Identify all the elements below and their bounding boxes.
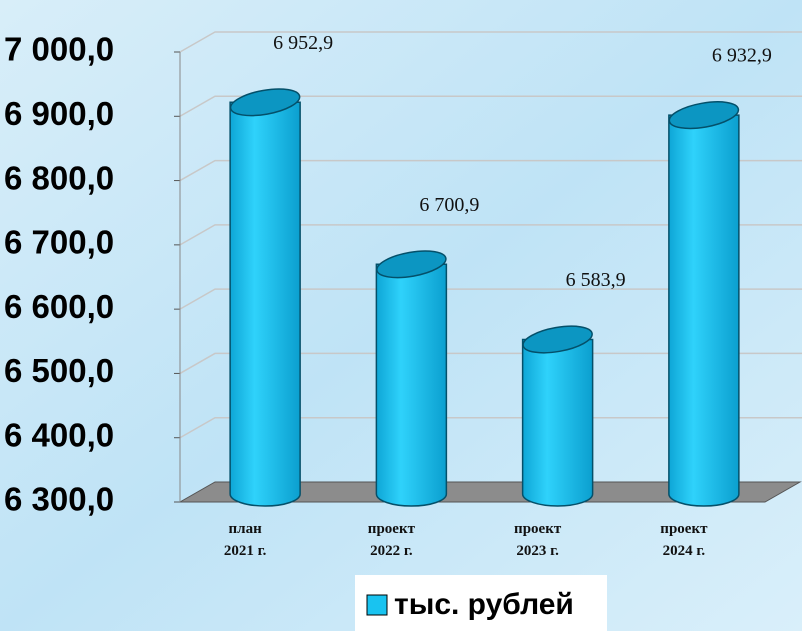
grid-line	[179, 95, 802, 117]
y-tick-label: 7 000,0	[4, 31, 114, 68]
bar-top	[376, 250, 447, 279]
y-tick-label: 6 700,0	[4, 224, 114, 261]
bar-top	[522, 325, 593, 354]
bar-top	[229, 88, 301, 117]
value-label: 6 583,9	[566, 269, 626, 291]
y-tick-label: 6 600,0	[4, 288, 114, 325]
x-tick-label: план 2021 г.	[224, 521, 267, 559]
bar-top	[668, 101, 740, 130]
bar	[668, 114, 740, 507]
grid-line	[179, 31, 802, 53]
x-tick-label: проект 2022 г.	[368, 521, 416, 559]
legend-swatch	[366, 594, 388, 616]
grid-line	[179, 352, 802, 375]
legend-box	[355, 575, 607, 631]
value-label: 6 952,9	[273, 32, 333, 54]
x-tick-label: проект 2024 г.	[660, 521, 708, 559]
value-label: 6 700,9	[419, 194, 479, 216]
grid-line	[179, 159, 802, 182]
bar	[375, 263, 448, 507]
bar	[521, 338, 594, 507]
value-label: 6 932,9	[712, 45, 772, 67]
x-tick-label: проект 2023 г.	[514, 521, 562, 559]
y-tick-label: 6 800,0	[4, 159, 114, 196]
y-tick-label: 6 300,0	[4, 481, 114, 518]
y-tick-label: 6 400,0	[4, 416, 114, 453]
grid-line	[179, 416, 802, 439]
grid-line	[179, 224, 802, 246]
legend-label: тыс. рублей	[394, 588, 574, 621]
grid-line	[179, 288, 802, 310]
bar	[229, 101, 301, 507]
legend: тыс. рублей	[355, 575, 607, 631]
y-tick-label: 6 900,0	[4, 95, 114, 132]
y-tick-label: 6 500,0	[4, 352, 114, 389]
